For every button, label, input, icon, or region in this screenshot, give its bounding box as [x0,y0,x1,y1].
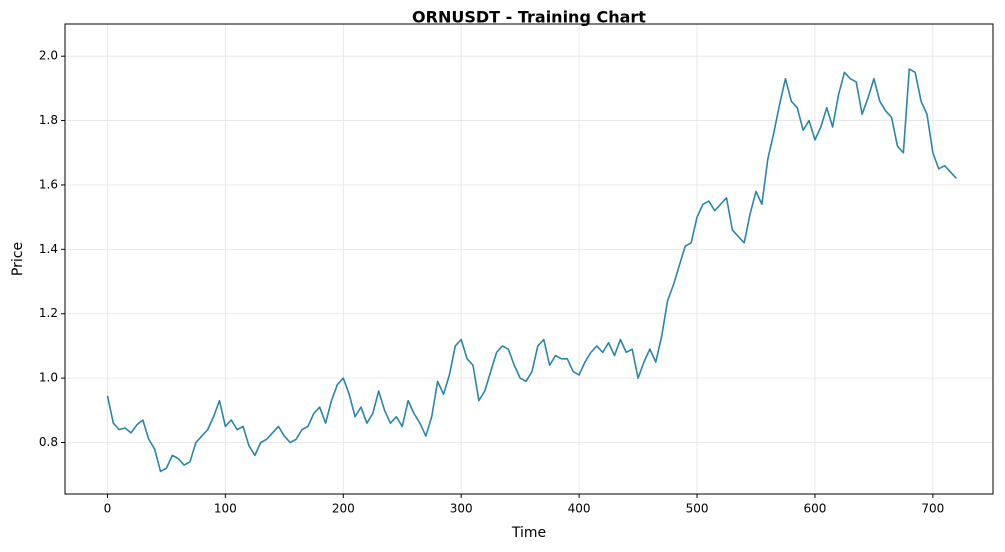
y-tick-label: 0.8 [39,435,58,449]
x-tick-label: 0 [104,502,112,516]
x-axis-label: Time [511,525,546,541]
x-tick-label: 400 [568,502,591,516]
y-tick-label: 1.6 [39,177,58,191]
x-tick-label: 300 [450,502,473,516]
plot-frame [64,23,994,495]
x-tick-label: 500 [686,502,709,516]
price-line [106,68,958,473]
y-tick-label: 1.0 [39,371,58,385]
chart-title: ORNUSDT - Training Chart [412,8,646,27]
y-tick-label: 1.4 [39,242,58,256]
y-tick-label: 1.2 [39,306,58,320]
x-tick-label: 100 [214,502,237,516]
y-axis-label: Price [10,242,26,276]
x-tick-label: 600 [803,502,826,516]
x-tick-label: 200 [332,502,355,516]
y-tick-label: 1.8 [39,113,58,127]
y-tick-label: 2.0 [39,49,58,63]
x-tick-label: 700 [921,502,944,516]
